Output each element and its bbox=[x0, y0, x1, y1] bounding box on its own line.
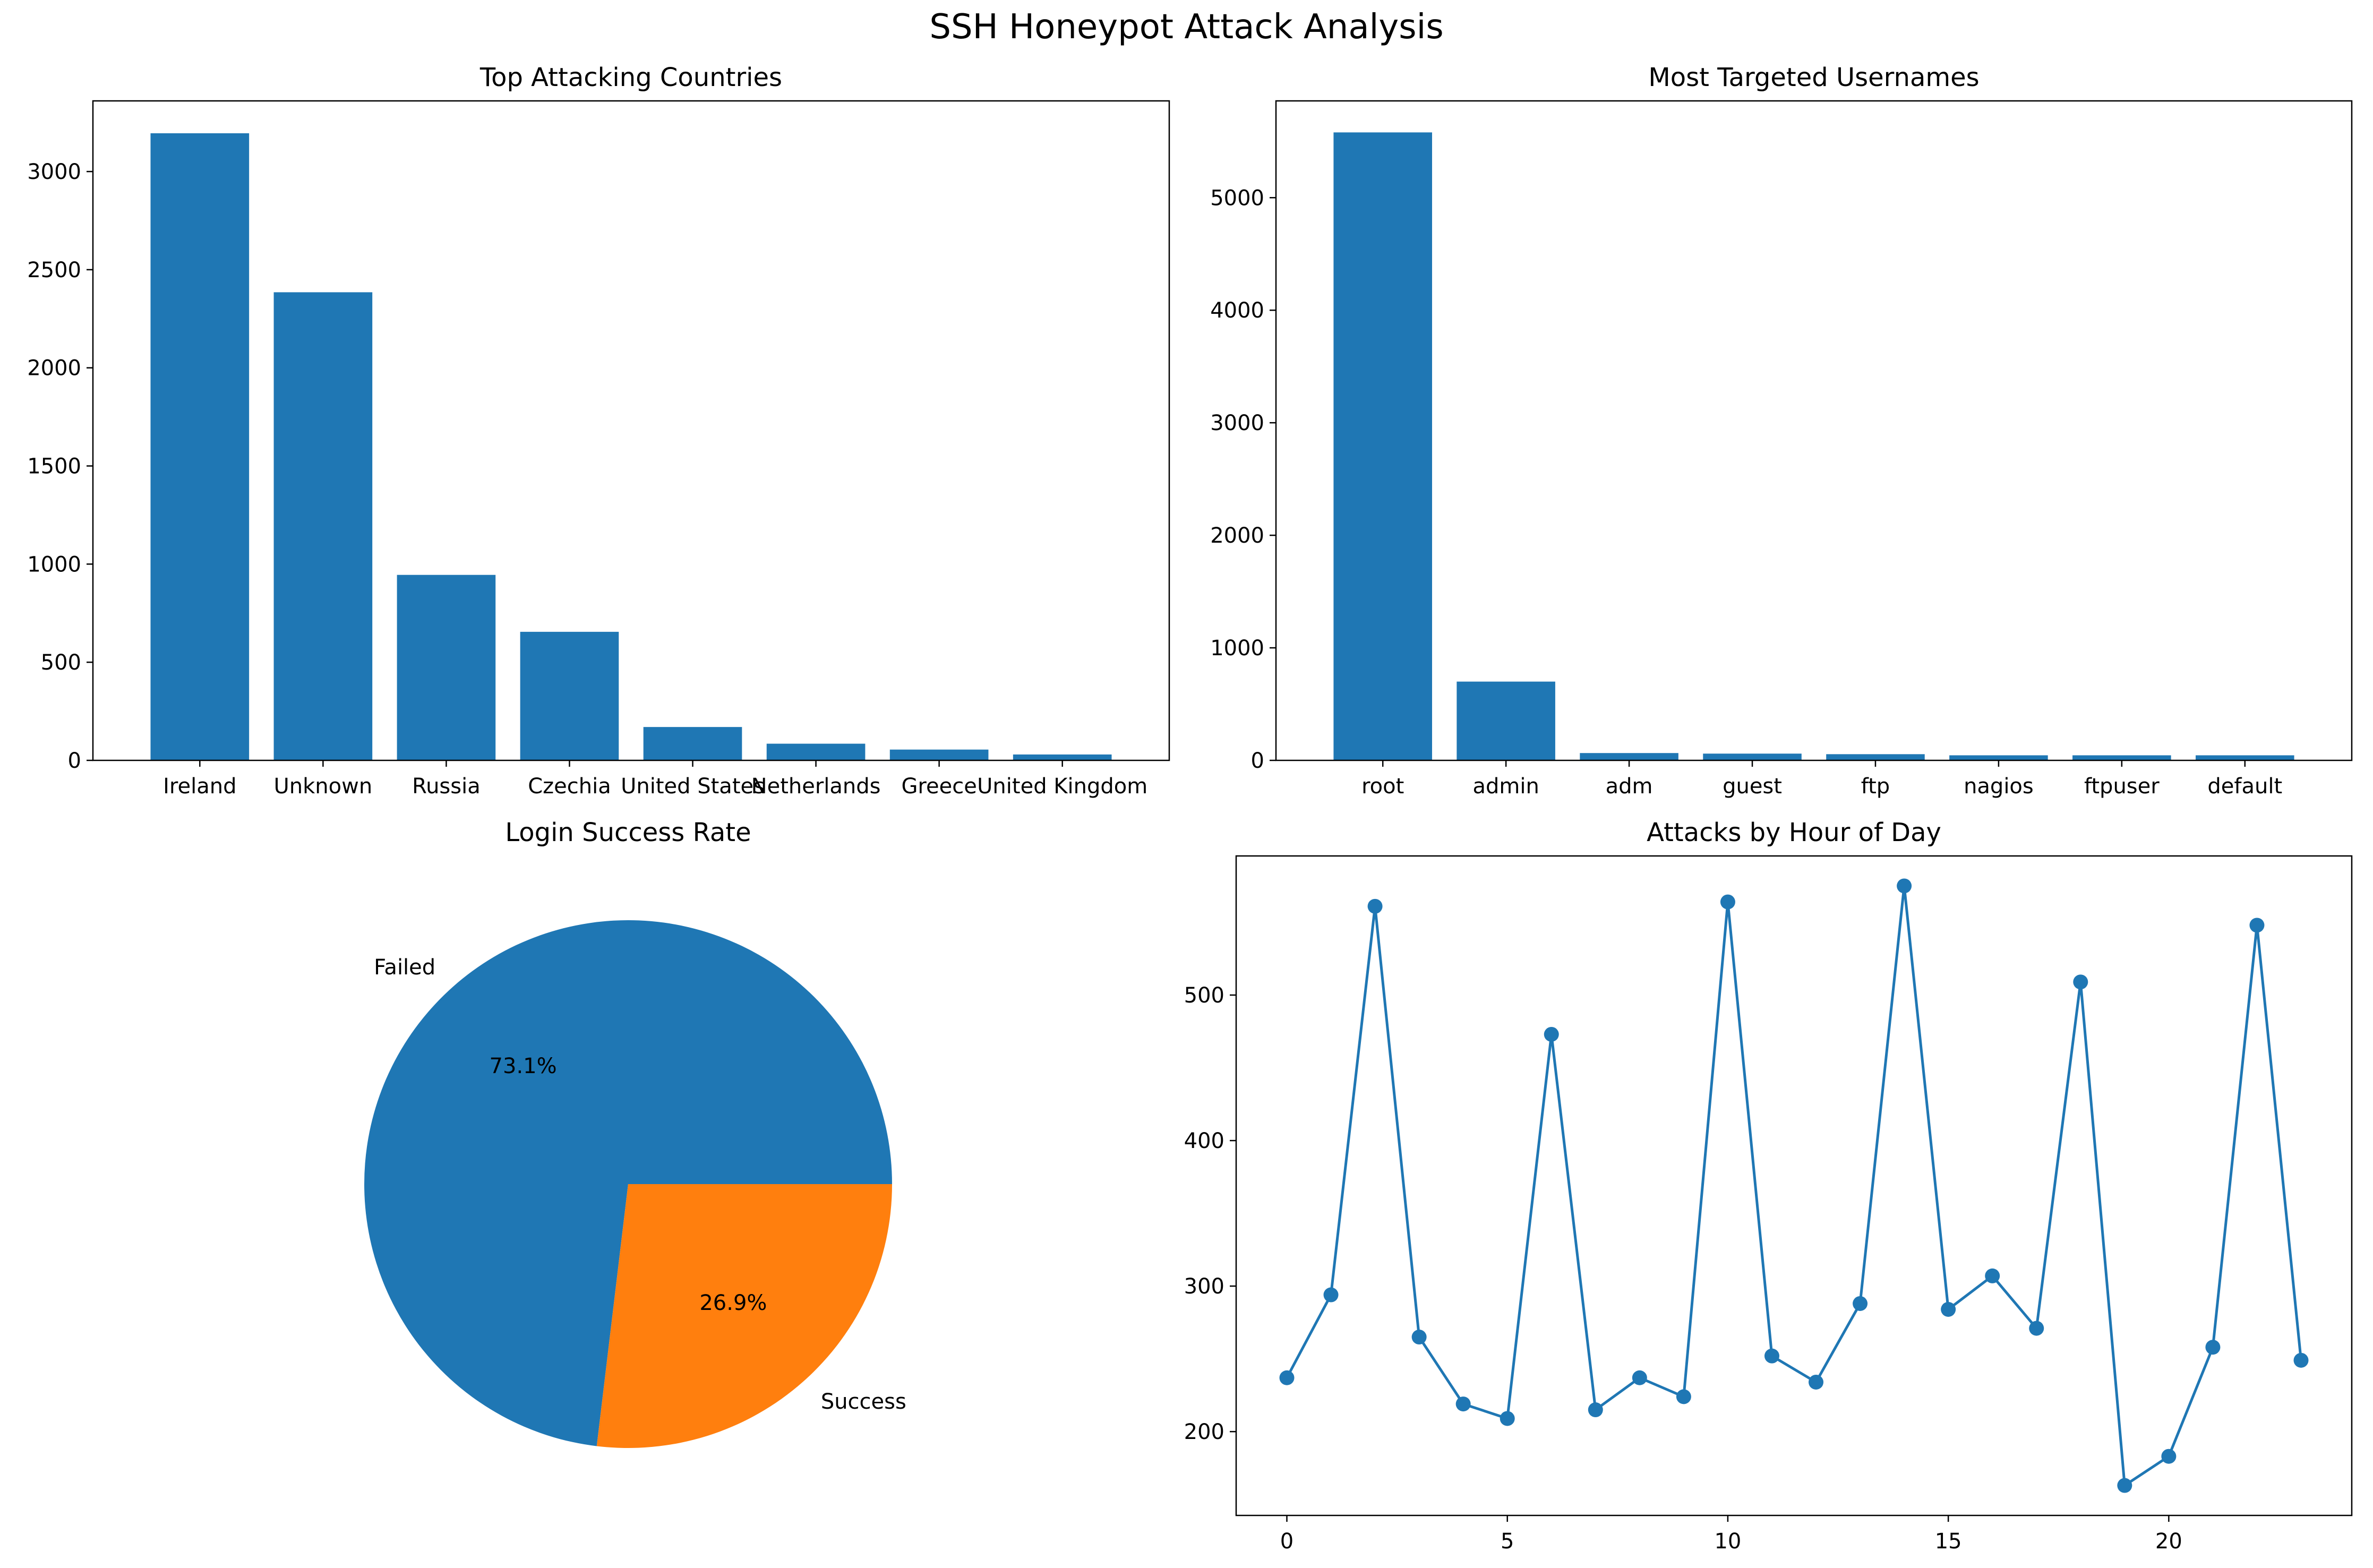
line-point-hour-7 bbox=[1588, 1402, 1603, 1418]
x-tick-label: Unknown bbox=[274, 774, 373, 799]
y-tick-label: 500 bbox=[1184, 983, 1224, 1008]
line-point-hour-8 bbox=[1632, 1370, 1647, 1385]
y-tick-label: 2000 bbox=[1210, 524, 1264, 548]
line-point-hour-13 bbox=[1853, 1296, 1868, 1311]
line-point-hour-22 bbox=[2249, 918, 2265, 933]
line-point-hour-15 bbox=[1941, 1301, 1956, 1317]
chart-login-success-rate: Failed 73.1% Success 26.9% Login Success Rat… bbox=[364, 818, 906, 1448]
bar-default bbox=[2196, 755, 2294, 760]
line-point-hour-17 bbox=[2029, 1321, 2044, 1336]
y-tick-label: 2000 bbox=[27, 356, 81, 381]
line-series bbox=[1286, 884, 2302, 1487]
y-tick-label: 4000 bbox=[1210, 298, 1264, 323]
bar-czechia bbox=[520, 631, 619, 760]
bar-united-kingdom bbox=[1013, 754, 1112, 760]
y-tick-label: 3000 bbox=[1210, 411, 1264, 435]
x-tick-label: nagios bbox=[1964, 774, 2034, 799]
bar-nagios bbox=[1949, 755, 2048, 760]
line-point-hour-18 bbox=[2073, 974, 2088, 990]
bar-greece bbox=[889, 749, 989, 760]
x-tick-label: ftpuser bbox=[2084, 774, 2160, 799]
x-tick-label: 5 bbox=[1501, 1529, 1514, 1554]
x-tick-label: root bbox=[1361, 774, 1404, 799]
y-tick-label: 1000 bbox=[27, 552, 81, 577]
line-point-hour-10 bbox=[1720, 894, 1735, 910]
x-tick-label: Czechia bbox=[528, 774, 611, 799]
y-tick-label: 500 bbox=[41, 650, 81, 675]
x-tick-label: 15 bbox=[1935, 1529, 1962, 1554]
line-point-hour-9 bbox=[1676, 1389, 1691, 1404]
y-tick-label: 0 bbox=[68, 749, 81, 773]
bar-unknown bbox=[273, 292, 373, 760]
y-tick-label: 2500 bbox=[27, 258, 81, 282]
line-point-hour-20 bbox=[2161, 1449, 2177, 1464]
line-point-hour-12 bbox=[1809, 1374, 1824, 1390]
axes-frame bbox=[1275, 100, 2353, 761]
line-point-hour-2 bbox=[1367, 898, 1383, 914]
line-point-hour-11 bbox=[1764, 1348, 1779, 1364]
y-tick-label: 400 bbox=[1184, 1129, 1224, 1153]
line-point-hour-3 bbox=[1411, 1330, 1427, 1345]
bar-ireland bbox=[150, 133, 250, 760]
bar-united-states bbox=[643, 727, 742, 760]
y-tick-label: 200 bbox=[1184, 1420, 1224, 1444]
bar-ftp bbox=[1826, 754, 1925, 760]
pie-pct-success: 26.9% bbox=[699, 1291, 767, 1315]
bar-guest bbox=[1703, 753, 1802, 760]
x-tick-label: Netherlands bbox=[751, 774, 881, 799]
x-tick-label: ftp bbox=[1861, 774, 1890, 799]
line-point-hour-6 bbox=[1544, 1026, 1559, 1042]
line-point-hour-0 bbox=[1279, 1370, 1295, 1385]
bar-ftpuser bbox=[2072, 755, 2171, 760]
line-point-hour-4 bbox=[1455, 1396, 1471, 1412]
bar-root bbox=[1333, 132, 1432, 760]
y-tick-label: 1000 bbox=[1210, 636, 1264, 661]
x-tick-label: United States bbox=[621, 774, 765, 799]
y-tick-label: 3000 bbox=[27, 160, 81, 184]
x-tick-label: 10 bbox=[1714, 1529, 1741, 1554]
pie-slice-failed bbox=[364, 920, 892, 1446]
line-point-hour-5 bbox=[1500, 1411, 1515, 1426]
chart-title: Most Targeted Usernames bbox=[1648, 63, 1979, 92]
bar-russia bbox=[397, 575, 496, 760]
pie-slice-success bbox=[596, 1184, 892, 1448]
x-tick-label: 20 bbox=[2155, 1529, 2182, 1554]
axes-frame bbox=[1235, 855, 2353, 1516]
chart-most-targeted-usernames: root admin adm guest ftp nagios ftpuser default… bbox=[1210, 63, 2353, 799]
line-point-hour-21 bbox=[2205, 1340, 2221, 1355]
pie-pct-failed: 73.1% bbox=[490, 1054, 557, 1078]
chart-title: Top Attacking Countries bbox=[479, 63, 782, 92]
x-tick-label: Ireland bbox=[163, 774, 236, 799]
chart-title: Login Success Rate bbox=[505, 818, 751, 847]
x-tick-label: Russia bbox=[412, 774, 481, 799]
line-point-hour-23 bbox=[2293, 1352, 2309, 1368]
pie-label-success: Success bbox=[821, 1390, 906, 1414]
axes-frame bbox=[92, 100, 1170, 761]
chart-attacks-by-hour: 0 5 10 15 20 200 300 400 500 Attacks by Hour of D… bbox=[1184, 818, 2353, 1554]
bar-adm bbox=[1580, 753, 1678, 760]
pie-label-failed: Failed bbox=[374, 955, 435, 980]
y-tick-label: 5000 bbox=[1210, 186, 1264, 210]
x-tick-label: adm bbox=[1606, 774, 1653, 799]
figure-title: SSH Honeypot Attack Analysis bbox=[929, 7, 1444, 47]
x-tick-label: admin bbox=[1472, 774, 1539, 799]
line-point-hour-19 bbox=[2117, 1478, 2132, 1493]
y-tick-label: 0 bbox=[1251, 749, 1264, 773]
bar-netherlands bbox=[766, 743, 866, 760]
x-tick-label: United Kingdom bbox=[977, 774, 1147, 799]
chart-title: Attacks by Hour of Day bbox=[1647, 818, 1941, 847]
line-point-hour-16 bbox=[1985, 1268, 2000, 1283]
line-point-hour-14 bbox=[1897, 878, 1912, 894]
chart-top-attacking-countries: Ireland Unknown Russia Czechia United States… bbox=[27, 63, 1170, 799]
x-tick-label: default bbox=[2207, 774, 2282, 799]
x-tick-label: guest bbox=[1723, 774, 1782, 799]
y-tick-label: 300 bbox=[1184, 1274, 1224, 1299]
x-tick-label: 0 bbox=[1280, 1529, 1293, 1554]
x-tick-label: Greece bbox=[901, 774, 976, 799]
bar-admin bbox=[1457, 681, 1555, 760]
line-point-hour-1 bbox=[1323, 1287, 1339, 1303]
y-tick-label: 1500 bbox=[27, 455, 81, 479]
